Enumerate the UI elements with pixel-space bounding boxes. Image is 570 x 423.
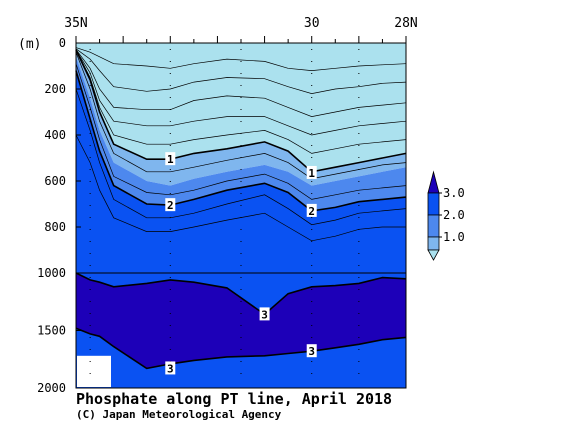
contour-line-thin <box>75 49 407 117</box>
fill-2-to-3-lower <box>76 328 406 388</box>
contour-line-thin <box>75 47 407 71</box>
legend-label: 1.0 <box>443 230 465 244</box>
legend-swatch <box>427 236 440 251</box>
contour-line-1 <box>75 49 407 173</box>
contour-line-thin <box>75 88 407 226</box>
legend-label: 2.0 <box>443 208 465 222</box>
contour-label-1: 1 <box>167 153 174 166</box>
contour-line-3-lower <box>75 327 407 370</box>
y-tick-label: 600 <box>44 174 66 188</box>
contour-lines <box>75 47 407 370</box>
fill-1-to-1-5 <box>76 49 406 186</box>
axes: 35N 30 28N 0 200 400 600 800 1000 1500 2000 <box>37 16 418 395</box>
fill-2-to-3-upper <box>76 70 406 315</box>
chart-title: Phosphate along PT line, April 2018 <box>76 390 392 408</box>
contour-line-2 <box>75 70 407 212</box>
contour-line-thin <box>75 134 406 242</box>
y-tick-label: 2000 <box>37 381 66 395</box>
contour-label-3: 3 <box>167 362 174 375</box>
contour-label-2: 2 <box>167 199 174 212</box>
contour-label-3: 3 <box>261 308 268 321</box>
credit-text: (C) Japan Meteorological Agency <box>76 408 282 421</box>
contour-fill-layers <box>76 43 406 388</box>
color-legend: 3.0 2.0 1.0 <box>427 170 465 261</box>
contour-label-2: 2 <box>308 205 315 218</box>
contour-label-box <box>306 344 317 358</box>
legend-swatch <box>427 214 440 238</box>
contour-line-thin <box>75 52 407 180</box>
contour-line-thin <box>75 49 407 136</box>
y-tick-label: 400 <box>44 128 66 142</box>
seafloor-mask <box>77 355 111 387</box>
contour-line-thin <box>75 49 407 154</box>
fill-1-5-to-2 <box>76 56 406 211</box>
contour-label-box <box>306 203 317 217</box>
legend-swatch <box>427 170 440 194</box>
contour-label-box <box>306 165 317 179</box>
contour-label-box <box>165 361 176 375</box>
fill-above-3 <box>76 273 406 369</box>
contour-label-1: 1 <box>308 167 315 180</box>
legend-swatch <box>427 192 440 216</box>
contour-label-box <box>259 307 270 321</box>
legend-label: 3.0 <box>443 186 465 200</box>
contour-line-thin <box>75 48 407 94</box>
legend-swatch <box>427 249 440 261</box>
contour-value-labels: 1 1 2 2 3 3 3 <box>165 152 317 375</box>
y-tick-label: 200 <box>44 82 66 96</box>
x-tick-label: 30 <box>304 16 320 31</box>
contour-label-box <box>165 152 176 166</box>
y-tick-label: 800 <box>44 220 66 234</box>
y-tick-label: 1000 <box>37 266 66 280</box>
fill-below-1 <box>76 43 406 172</box>
y-tick-label: 1500 <box>37 324 66 338</box>
contour-line-3-upper <box>75 272 407 316</box>
contour-label-box <box>165 198 176 212</box>
x-tick-label: 28N <box>394 16 417 31</box>
contour-label-3: 3 <box>308 345 315 358</box>
y-tick-label: 0 <box>59 36 66 50</box>
x-tick-label: 35N <box>64 16 87 31</box>
contour-line-thin <box>75 63 407 200</box>
y-unit-label: (m) <box>18 37 41 52</box>
